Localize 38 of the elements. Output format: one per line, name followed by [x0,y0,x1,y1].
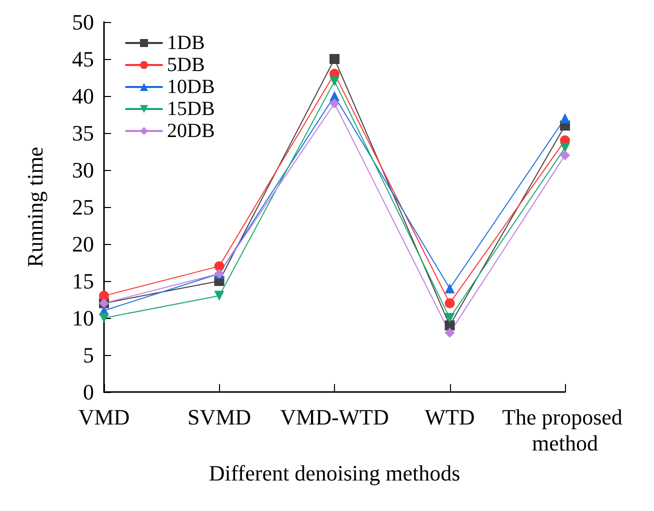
point [444,283,455,294]
x-tick-label: VMD [78,404,130,430]
point [444,313,455,323]
point [444,298,455,308]
y-tick-label: 0 [83,380,94,404]
point [330,98,340,108]
y-tick-label: 40 [72,84,94,108]
y-tick-label: 20 [72,232,94,256]
y-axis-title: Running time [22,146,48,268]
point [99,290,109,301]
point [214,261,224,272]
legend-label: 20DB [167,120,215,142]
point [99,313,109,323]
point [560,142,570,153]
point [330,54,340,64]
x-tick-label: WTD [424,404,475,430]
y-tick-label: 45 [72,46,94,72]
y-tick-label: 25 [72,194,94,220]
x-tick-label: SVMD [187,404,252,430]
point [560,113,570,124]
point [444,328,455,338]
point [444,320,455,330]
y-tick-label: 5 [83,342,94,368]
point [330,76,340,86]
legend-label: 15DB [167,98,215,120]
x-axis-title: Different denoising methods [208,460,460,486]
point [214,290,224,301]
legend-label: 10DB [167,76,215,98]
y-tick-label: 15 [72,268,94,294]
x-tick-label: VMD-WTD [280,404,389,430]
y-tick-label: 35 [72,120,94,146]
y-tick-label: 50 [72,10,94,34]
y-tick-label: 10 [72,306,94,330]
point [560,150,570,160]
legend-label: 5DB [167,54,205,76]
legend-label: 1DB [167,32,205,54]
x-tick-label: The proposed method [502,404,628,456]
y-tick-label: 30 [72,158,94,182]
